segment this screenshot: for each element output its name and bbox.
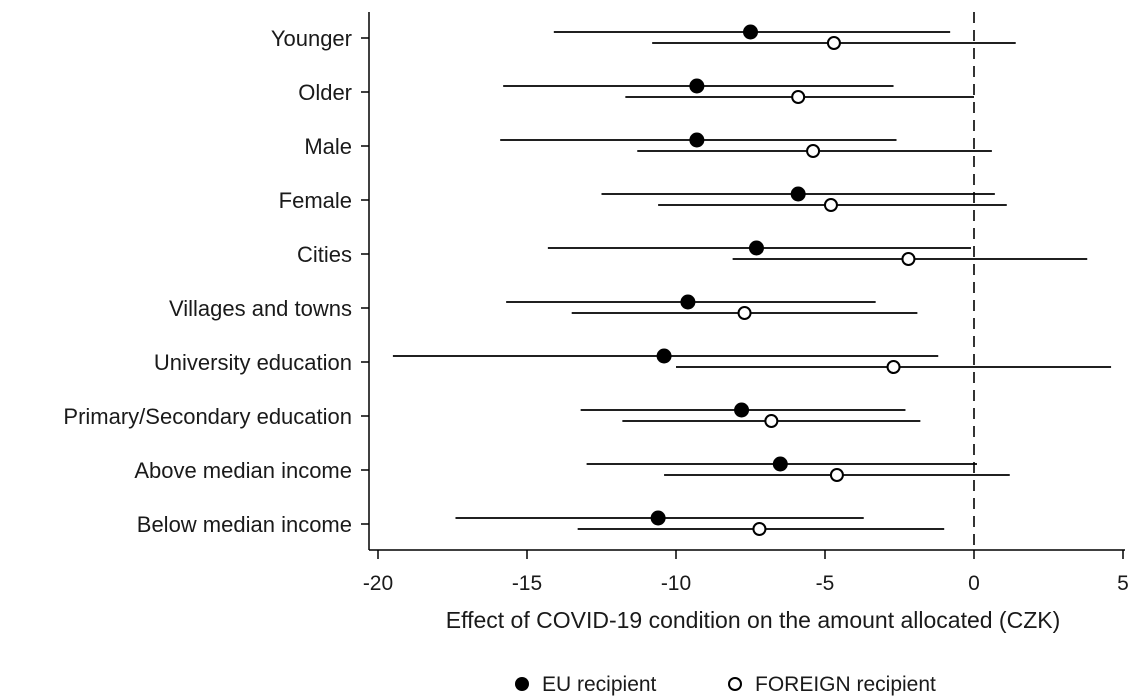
point-foreign — [752, 522, 767, 536]
category-label: Primary/Secondary education — [63, 404, 352, 429]
x-axis-title: Effect of COVID-19 condition on the amou… — [446, 607, 1061, 633]
point-eu — [689, 132, 705, 148]
y-axis: Younger Older Male Female Cities Villages and… — [63, 12, 370, 550]
point-eu — [748, 240, 764, 256]
legend-label-foreign: FOREIGN recipient — [755, 673, 936, 696]
point-foreign — [823, 198, 838, 212]
category-label: Below median income — [137, 512, 352, 537]
point-eu — [680, 294, 696, 310]
plot-marks — [392, 24, 1112, 536]
legend: EU recipient FOREIGN recipient — [515, 673, 936, 696]
category-label: Cities — [297, 242, 352, 267]
point-eu — [772, 456, 788, 472]
category-label: Older — [298, 80, 352, 105]
x-axis: -20 -15 -10 -5 0 5 — [363, 549, 1129, 595]
point-eu — [743, 24, 758, 40]
x-tick-label: -15 — [512, 572, 542, 595]
category-label: Villages and towns — [169, 296, 352, 321]
x-tick-label: 0 — [968, 572, 980, 595]
point-foreign — [764, 414, 779, 428]
category-label: Above median income — [134, 458, 352, 483]
point-eu — [790, 186, 806, 202]
point-foreign — [826, 36, 841, 50]
x-tick-label: -5 — [816, 572, 835, 595]
point-foreign — [829, 468, 844, 482]
legend-label-eu: EU recipient — [542, 673, 657, 696]
point-eu — [656, 348, 672, 364]
category-label: University education — [154, 350, 352, 375]
point-foreign — [886, 360, 901, 374]
legend-marker-eu — [515, 677, 529, 691]
x-tick-label: 5 — [1117, 572, 1129, 595]
point-foreign — [901, 252, 916, 266]
category-label: Younger — [271, 26, 352, 51]
legend-marker-foreign — [728, 677, 742, 691]
category-label: Male — [304, 134, 352, 159]
x-tick-label: -20 — [363, 572, 393, 595]
point-eu — [734, 402, 750, 418]
point-eu — [689, 78, 705, 94]
point-foreign — [806, 144, 821, 158]
category-label: Female — [279, 188, 352, 213]
point-foreign — [737, 306, 752, 320]
point-eu — [650, 510, 666, 526]
point-foreign — [791, 90, 806, 104]
x-tick-label: -10 — [661, 572, 691, 595]
